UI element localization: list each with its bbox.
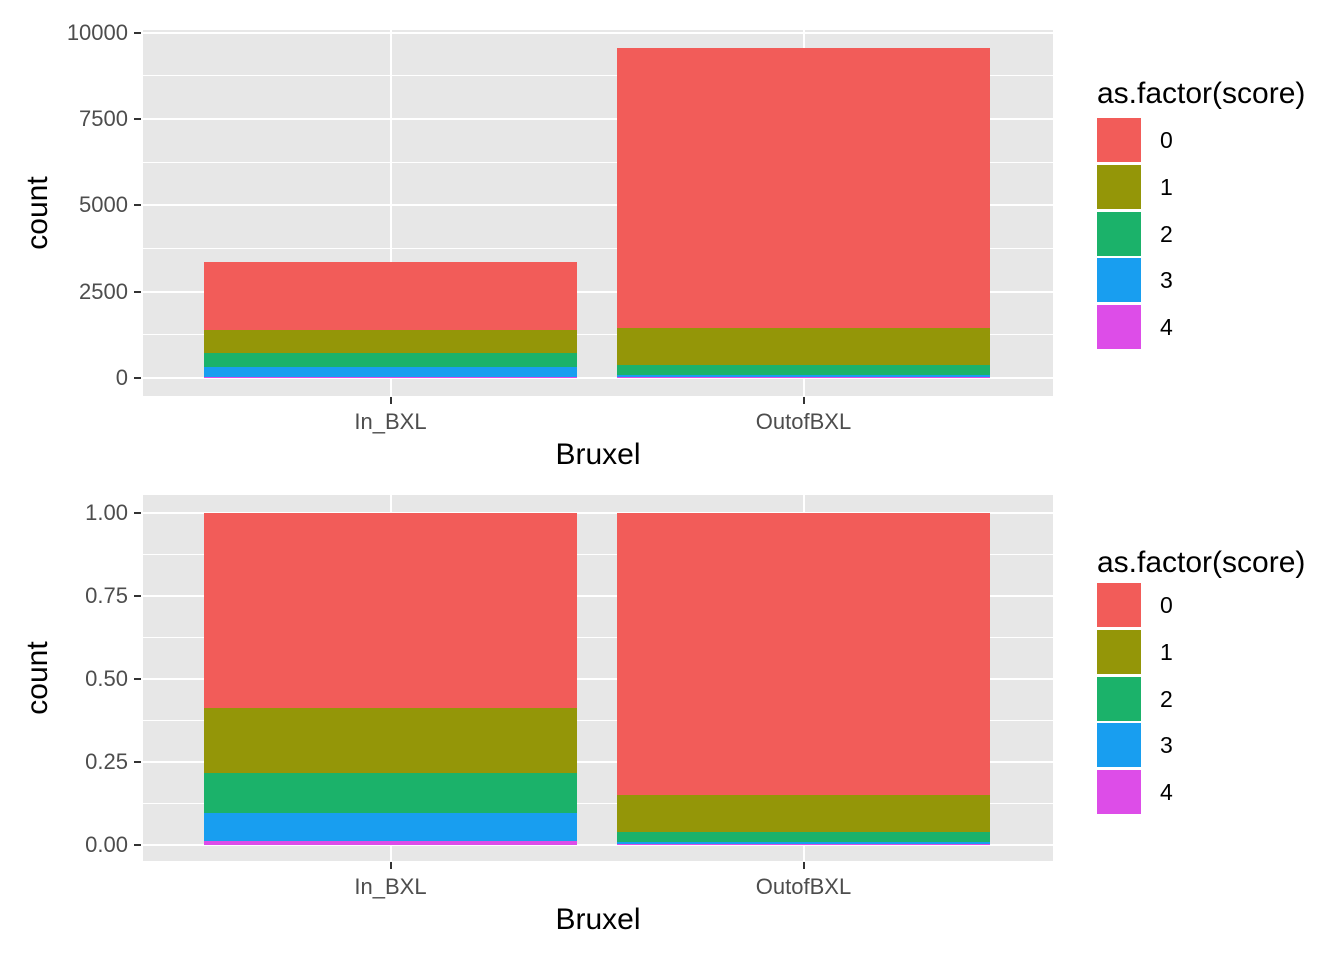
- legend-key-score-0: [1097, 118, 1141, 162]
- legend-key-score-3: [1097, 258, 1141, 303]
- x-axis-title: Bruxel: [555, 438, 641, 471]
- legend-key-score-2: [1097, 211, 1141, 256]
- y-axis-title: count: [21, 641, 54, 715]
- proportion-stacked-bar-chart: 0.00 0.25 0.50 0.75 1.00 In_BXL OutofBXL Bruxel…: [0, 480, 1344, 960]
- x-axis-tick-label: In_BXL: [354, 409, 427, 434]
- bar-segment-score-0: [204, 513, 577, 708]
- gridline-major: [143, 761, 1053, 763]
- legend-title: as.factor(score): [1097, 77, 1306, 110]
- x-axis-tick-label: In_BXL: [354, 874, 427, 899]
- bar-segment-score-0: [204, 262, 577, 331]
- legend-key-score-4: [1097, 305, 1141, 350]
- legend-key-score-1: [1097, 164, 1141, 209]
- bar-segment-score-1: [617, 327, 990, 366]
- y-axis-tick-label: 0: [115, 365, 128, 390]
- gridline-major: [143, 678, 1053, 680]
- legend-label: 3: [1160, 267, 1173, 294]
- gridline-minor: [143, 161, 1053, 163]
- y-axis-title: count: [21, 176, 54, 250]
- bar-segment-score-1: [617, 794, 990, 833]
- count-stacked-bar-chart: 0 2500 5000 7500 10000 In_BXL OutofBXL Bruxel co…: [21, 19, 1306, 471]
- gridline-major: [143, 117, 1053, 120]
- bar-segment-score-0: [617, 513, 990, 795]
- x-axis-tick-label: OutofBXL: [755, 874, 852, 899]
- y-axis-tick: [134, 31, 141, 34]
- gridline-minor: [143, 720, 1053, 721]
- gridline-minor: [143, 247, 1053, 249]
- legend-label: 0: [1160, 127, 1173, 153]
- legend-label: 1: [1160, 638, 1173, 665]
- bar-segment-score-3: [204, 813, 577, 841]
- gridline-major: [143, 31, 1053, 34]
- plot-panel: [143, 495, 1053, 861]
- gridline-minor: [143, 75, 1053, 77]
- y-axis-tick: [134, 595, 141, 597]
- legend-label: 4: [1160, 779, 1173, 806]
- bar-segment-score-0: [617, 47, 990, 328]
- gridline-major: [143, 844, 1053, 846]
- x-axis-tick-label: OutofBXL: [755, 409, 852, 434]
- y-axis-tick-label: 0.00: [85, 832, 128, 857]
- y-axis-tick: [134, 290, 141, 293]
- y-axis-tick-label: 0.75: [85, 583, 128, 608]
- legend-key-score-0: [1097, 583, 1141, 627]
- y-axis-tick-label: 7500: [79, 105, 128, 131]
- legend-label: 4: [1160, 314, 1173, 341]
- gridline-minor: [143, 554, 1053, 555]
- x-axis-tick: [802, 862, 805, 869]
- bar-segment-score-4: [617, 844, 990, 845]
- y-axis-tick-label: 1.00: [85, 500, 128, 525]
- y-axis-tick: [134, 844, 141, 846]
- legend-label: 0: [1160, 592, 1173, 618]
- bar-segment-score-4: [204, 841, 577, 845]
- bar-segment-score-2: [617, 832, 990, 843]
- plot-panel: [143, 30, 1053, 396]
- bar-segment-score-2: [204, 772, 577, 814]
- x-axis-tick: [389, 862, 392, 869]
- y-axis-tick-label: 10000: [66, 19, 128, 45]
- y-axis-tick: [134, 761, 141, 763]
- y-axis-tick: [134, 117, 141, 120]
- y-axis-tick-label: 5000: [79, 192, 128, 218]
- gridline-minor: [143, 637, 1053, 638]
- legend-label: 1: [1160, 173, 1173, 200]
- y-axis-tick: [134, 204, 141, 207]
- x-axis-tick: [389, 397, 392, 404]
- y-axis-tick: [134, 512, 141, 514]
- gridline-major: [143, 595, 1053, 597]
- legend-key-score-2: [1097, 676, 1141, 721]
- y-axis-tick: [134, 678, 141, 680]
- bar-segment-score-4: [617, 377, 990, 378]
- legend-label: 2: [1160, 685, 1173, 712]
- gridline-major: [143, 204, 1053, 207]
- gridline-major: [143, 512, 1053, 514]
- bar-segment-score-3: [204, 366, 577, 377]
- y-axis-tick-label: 0.50: [85, 666, 128, 691]
- gridline-vertical-major: [389, 30, 392, 396]
- x-axis-tick: [802, 397, 805, 404]
- legend-key-score-4: [1097, 770, 1141, 815]
- bar-segment-score-3: [617, 842, 990, 845]
- bar-segment-score-4: [204, 376, 577, 378]
- legend-label: 2: [1160, 220, 1173, 247]
- legend-label: 3: [1160, 732, 1173, 759]
- gridline-minor: [143, 803, 1053, 804]
- bar-segment-score-1: [204, 707, 577, 773]
- x-axis-title: Bruxel: [555, 903, 641, 936]
- legend-key-score-1: [1097, 629, 1141, 674]
- y-axis-tick: [134, 377, 141, 379]
- gridline-minor: [143, 334, 1053, 336]
- gridline-major: [143, 377, 1053, 379]
- bar-segment-score-2: [617, 365, 990, 376]
- y-axis-tick-label: 0.25: [85, 749, 128, 774]
- y-axis-tick-label: 2500: [79, 278, 128, 304]
- bar-segment-score-3: [617, 375, 990, 378]
- gridline-major: [143, 290, 1053, 293]
- legend-key-score-3: [1097, 723, 1141, 768]
- legend-title: as.factor(score): [1097, 546, 1306, 579]
- bar-segment-score-1: [204, 330, 577, 353]
- bar-segment-score-2: [204, 352, 577, 367]
